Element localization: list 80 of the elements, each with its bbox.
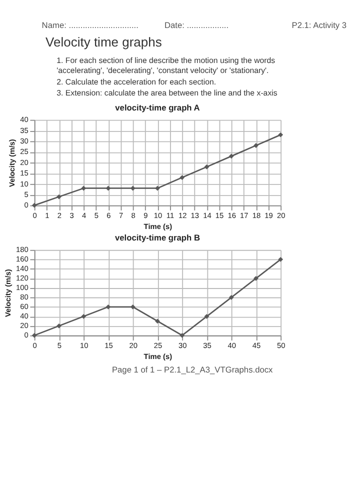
x-tick-label: 7 bbox=[118, 210, 124, 220]
y-tick-label: 0 bbox=[24, 200, 28, 210]
point bbox=[81, 314, 86, 319]
y-tick-label: 160 bbox=[16, 254, 28, 264]
y-tick-label: 35 bbox=[20, 126, 28, 135]
y-tick-label: 20 bbox=[20, 321, 28, 330]
x-tick-label: 20 bbox=[129, 340, 138, 350]
text: Page 1 of 1 – P2.1_L2_A3_VTGraphs.docx bbox=[112, 364, 274, 375]
x-tick-label: 5 bbox=[94, 210, 98, 220]
point bbox=[228, 154, 234, 159]
x-tick-label: 0 bbox=[32, 210, 37, 220]
point bbox=[155, 318, 160, 324]
x-tick-label: 10 bbox=[154, 210, 162, 220]
y-tick-label: 140 bbox=[16, 264, 28, 274]
x-tick-label: 50 bbox=[276, 340, 286, 350]
x-tick-label: 11 bbox=[166, 210, 174, 220]
x-tick-label: 5 bbox=[57, 340, 62, 350]
point bbox=[254, 276, 258, 281]
x-tick-label: 6 bbox=[106, 210, 111, 220]
y-tick-label: 80 bbox=[20, 292, 28, 302]
y-tick-label: 120 bbox=[16, 274, 28, 283]
x-tick-label: 13 bbox=[190, 210, 200, 220]
point bbox=[130, 186, 136, 191]
y-tick-label: 5 bbox=[24, 190, 28, 199]
text: P2.1: Activity 3 bbox=[292, 20, 347, 30]
text: Name: .............................. bbox=[42, 20, 138, 30]
text: Date: .................. bbox=[164, 20, 229, 30]
x-tick-label: 35 bbox=[203, 340, 212, 350]
x-tick-label: 10 bbox=[80, 340, 88, 350]
y-axis-title: Velocity (m/s) bbox=[3, 268, 12, 318]
point bbox=[180, 175, 185, 180]
x-tick-label: 9 bbox=[144, 210, 148, 220]
point bbox=[81, 186, 86, 191]
point bbox=[155, 186, 160, 191]
text: Velocity time graphs bbox=[46, 34, 162, 50]
x-tick-label: 0 bbox=[32, 340, 37, 350]
x-tick-label: 12 bbox=[178, 210, 187, 220]
y-tick-label: 30 bbox=[20, 136, 28, 146]
x-tick-label: 15 bbox=[104, 340, 113, 350]
x-tick-label: 4 bbox=[82, 210, 86, 220]
x-tick-label: 18 bbox=[252, 210, 261, 220]
point bbox=[204, 314, 210, 319]
point bbox=[56, 194, 62, 200]
x-tick-label: 45 bbox=[252, 340, 261, 350]
y-tick-label: 40 bbox=[20, 312, 28, 321]
y-tick-label: 40 bbox=[20, 115, 28, 124]
x-tick-label: 19 bbox=[264, 210, 273, 220]
x-tick-label: 17 bbox=[240, 210, 248, 220]
x-tick-label: 8 bbox=[131, 210, 136, 220]
y-tick-label: 0 bbox=[24, 330, 28, 340]
point bbox=[180, 332, 185, 338]
x-tick-label: 15 bbox=[215, 210, 224, 220]
point bbox=[56, 323, 62, 328]
y-tick-label: 15 bbox=[20, 168, 28, 178]
x-tick-label: 14 bbox=[203, 210, 212, 220]
y-tick-label: 100 bbox=[16, 283, 28, 292]
y-tick-label: 10 bbox=[20, 179, 28, 188]
y-tick-label: 25 bbox=[20, 147, 28, 156]
y-axis-title: Velocity (m/s) bbox=[7, 138, 16, 187]
x-tick-label: 3 bbox=[70, 210, 74, 220]
x-axis-title: Time (s) bbox=[144, 222, 173, 232]
chart-title: velocity-time graph A bbox=[115, 102, 200, 113]
point bbox=[106, 304, 111, 310]
point bbox=[278, 256, 284, 262]
point bbox=[278, 132, 284, 138]
y-tick-label: 60 bbox=[20, 302, 28, 312]
x-tick-label: 20 bbox=[276, 210, 286, 220]
point bbox=[228, 294, 234, 300]
x-axis-title: Time (s) bbox=[144, 352, 173, 362]
x-tick-label: 2 bbox=[57, 210, 62, 220]
x-tick-label: 1 bbox=[45, 210, 50, 220]
x-tick-label: 25 bbox=[154, 340, 162, 350]
point bbox=[204, 164, 210, 170]
y-tick-label: 180 bbox=[16, 245, 28, 254]
point bbox=[130, 304, 136, 310]
x-tick-label: 40 bbox=[228, 340, 236, 350]
x-tick-label: 16 bbox=[228, 210, 236, 220]
y-tick-label: 20 bbox=[20, 158, 28, 167]
x-tick-label: 30 bbox=[178, 340, 187, 350]
chart-title: velocity-time graph B bbox=[114, 232, 200, 243]
